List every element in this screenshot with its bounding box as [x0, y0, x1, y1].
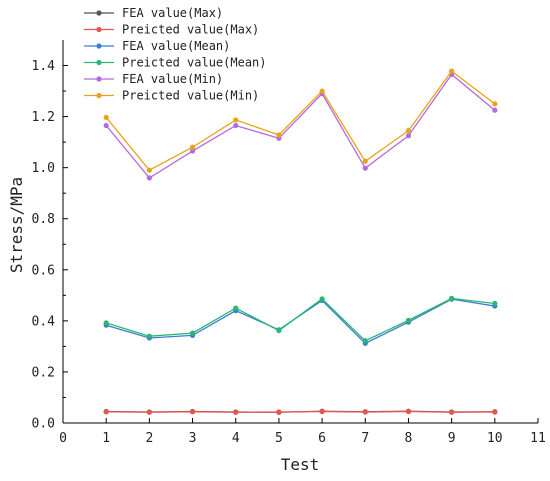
- data-point-fea-value-min: [103, 122, 109, 129]
- data-point-preicted-value-mean: [189, 330, 196, 336]
- data-point-preicted-value-min: [319, 88, 325, 94]
- legend-label-fea-value-max: FEA value(Max): [122, 6, 223, 20]
- y-tick-label: 0.2: [32, 365, 55, 380]
- data-point-preicted-value-mean: [276, 327, 282, 334]
- x-axis-label: Test: [281, 455, 320, 474]
- legend-label-fea-value-mean: FEA value(Mean): [122, 39, 230, 53]
- data-point-preicted-value-min: [146, 167, 152, 173]
- y-tick-label: 0.0: [32, 417, 55, 432]
- data-point-preicted-value-max: [146, 409, 152, 415]
- data-point-preicted-value-mean: [146, 333, 152, 339]
- y-axis-label: Stress/MPa: [7, 177, 26, 273]
- data-point-preicted-value-min: [103, 114, 109, 120]
- data-point-preicted-value-mean: [405, 317, 412, 323]
- x-tick-label: 8: [405, 431, 413, 446]
- data-point-preicted-value-max: [233, 409, 239, 415]
- data-point-fea-value-min: [146, 175, 152, 181]
- y-tick-label: 1.4: [32, 59, 56, 74]
- legend-label-preicted-value-mean: Preicted value(Mean): [122, 56, 267, 70]
- data-point-preicted-value-mean: [103, 320, 109, 326]
- data-point-preicted-value-min: [276, 132, 282, 138]
- y-ticks: 0.0 0.2 0.4 0.6 0.8 1.0 1.2 1.4: [32, 59, 68, 432]
- plot-lines: [103, 68, 498, 415]
- x-tick-label: 5: [275, 431, 283, 446]
- series-line-preicted-value-min: [105, 70, 496, 172]
- legend-swatch-marker: [96, 59, 102, 66]
- data-point-preicted-value-mean: [449, 295, 455, 301]
- data-point-preicted-value-min: [492, 101, 498, 107]
- series-line-preicted-value-mean: [105, 297, 495, 342]
- data-point-fea-value-min: [405, 133, 412, 139]
- data-point-preicted-value-mean: [319, 296, 325, 302]
- data-point-preicted-value-min: [449, 68, 455, 74]
- data-point-preicted-value-max: [276, 409, 282, 415]
- data-point-preicted-value-max: [362, 409, 368, 415]
- legend-swatch-marker: [96, 92, 102, 99]
- data-point-preicted-value-max: [405, 408, 412, 415]
- data-point-preicted-value-max: [449, 409, 455, 415]
- data-point-preicted-value-min: [233, 117, 239, 123]
- x-tick-label: 6: [318, 431, 326, 446]
- legend-swatch-marker: [96, 10, 102, 16]
- x-tick-label: 3: [189, 431, 197, 446]
- data-point-preicted-value-mean: [362, 338, 368, 344]
- y-tick-label: 0.4: [32, 314, 56, 329]
- legend-label-fea-value-min: FEA value(Min): [122, 72, 223, 86]
- legend-swatch-marker: [96, 43, 102, 49]
- x-tick-label: 7: [361, 431, 369, 446]
- data-point-preicted-value-min: [189, 144, 196, 150]
- data-point-preicted-value-mean: [233, 305, 239, 311]
- x-tick-label: 0: [59, 431, 67, 446]
- data-point-preicted-value-max: [319, 408, 325, 415]
- y-tick-label: 0.8: [32, 212, 55, 227]
- data-point-preicted-value-min: [405, 128, 412, 134]
- data-point-fea-value-min: [492, 107, 498, 113]
- legend-swatch-marker: [96, 76, 102, 82]
- legend-label-preicted-value-max: Preicted value(Max): [122, 23, 259, 37]
- data-point-fea-value-min: [233, 122, 239, 129]
- series-line-fea-value-min: [105, 73, 496, 179]
- legend-swatch-marker: [96, 26, 102, 33]
- data-point-preicted-value-min: [362, 158, 368, 164]
- x-tick-label: 2: [145, 431, 153, 446]
- legend: FEA value(Max) Preicted value(Max) FEA val…: [84, 6, 267, 103]
- x-tick-label: 4: [232, 431, 240, 446]
- y-tick-label: 1.2: [32, 110, 55, 125]
- data-point-preicted-value-max: [189, 409, 196, 415]
- x-tick-label: 1: [102, 431, 110, 446]
- x-tick-label: 10: [487, 431, 503, 446]
- data-point-fea-value-min: [189, 148, 196, 154]
- data-point-preicted-value-max: [103, 409, 109, 415]
- y-tick-label: 0.6: [32, 263, 55, 278]
- data-point-preicted-value-mean: [492, 300, 498, 307]
- legend-label-preicted-value-min: Preicted value(Min): [122, 89, 259, 103]
- x-tick-label: 9: [448, 431, 456, 446]
- x-tick-label: 11: [530, 431, 546, 446]
- axes: [62, 40, 538, 424]
- x-ticks: 0 1 2 3 4 5 6 7 8 9 10 11: [59, 418, 546, 446]
- series-line-preicted-value-max: [106, 410, 495, 413]
- y-tick-label: 1.0: [32, 161, 55, 176]
- data-point-fea-value-min: [362, 165, 368, 171]
- data-point-preicted-value-max: [492, 409, 498, 415]
